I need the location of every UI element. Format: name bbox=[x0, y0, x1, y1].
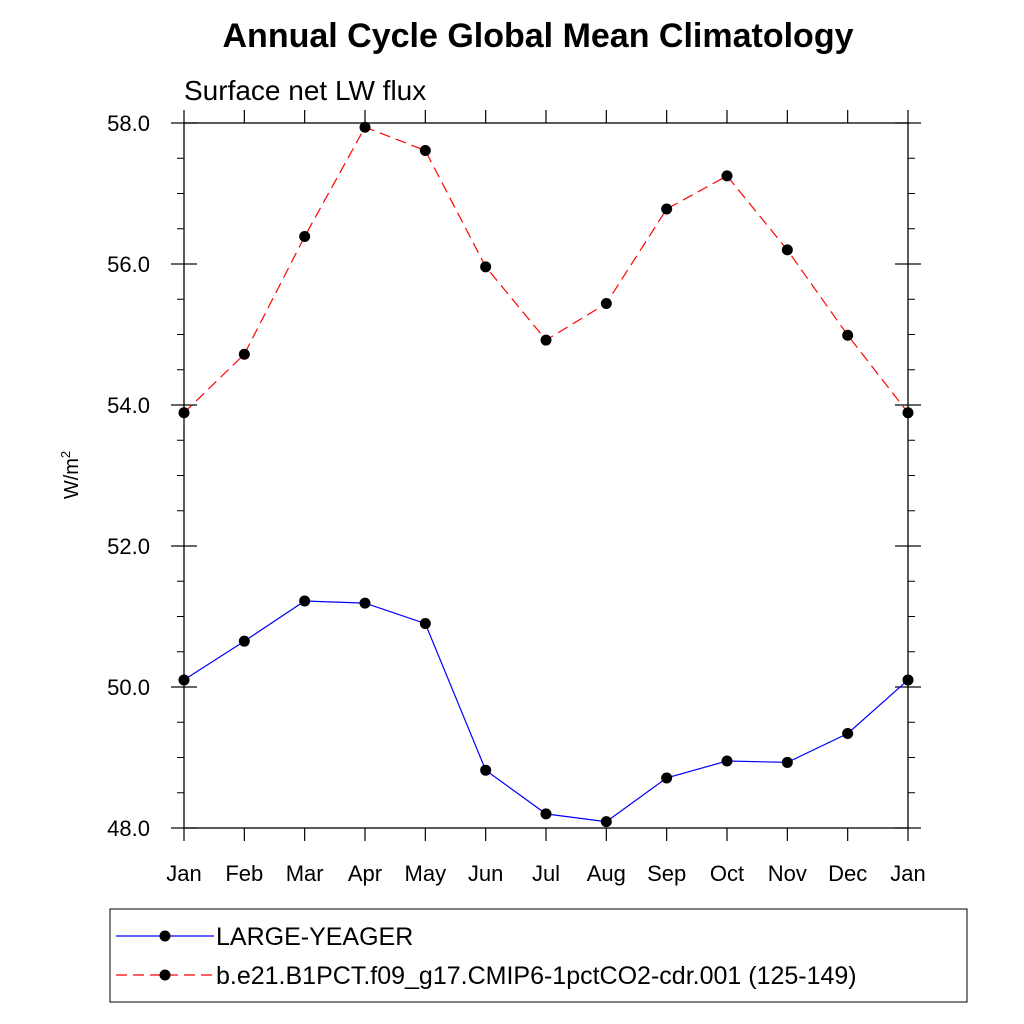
x-tick-label: Oct bbox=[710, 861, 744, 886]
series-1-point bbox=[540, 334, 552, 346]
x-tick-label: Sep bbox=[647, 861, 686, 886]
chart-title: Annual Cycle Global Mean Climatology bbox=[223, 17, 854, 55]
series-0-point bbox=[299, 595, 311, 607]
y-tick-label: 52.0 bbox=[107, 534, 150, 559]
series-line-1 bbox=[183, 126, 909, 414]
series-0-point bbox=[359, 597, 371, 609]
series-1-point bbox=[299, 231, 311, 243]
legend-marker-cmip6 bbox=[159, 969, 171, 981]
x-tick-label: Jan bbox=[166, 861, 201, 886]
series-1-point bbox=[419, 144, 431, 156]
series-0-point bbox=[842, 728, 854, 740]
series-1-point bbox=[721, 170, 733, 182]
series-line-0 bbox=[183, 600, 909, 823]
series-0-point bbox=[419, 618, 431, 630]
x-tick-label: Feb bbox=[225, 861, 263, 886]
axes-group: 48.0 50.0 52.0 54.0 56.0 58.0 Jan Feb Mar Apr May J… bbox=[107, 110, 926, 886]
y-tick-label: 58.0 bbox=[107, 111, 150, 136]
x-tick-label: May bbox=[405, 861, 447, 886]
series-0-point bbox=[661, 772, 673, 784]
x-tick-label: Jun bbox=[468, 861, 503, 886]
y-axis-label-superscript: 2 bbox=[58, 451, 73, 458]
legend-marker-large-yeager bbox=[159, 930, 171, 942]
x-tick-label: Jul bbox=[532, 861, 560, 886]
series-0-point bbox=[480, 764, 492, 776]
x-tick-label: Dec bbox=[828, 861, 867, 886]
legend: LARGE-YEAGER b.e21.B1PCT.f09_g17.CMIP6-1… bbox=[109, 908, 968, 1003]
plot-frame bbox=[183, 122, 909, 829]
series-1-point bbox=[238, 348, 250, 360]
legend-label-cmip6: b.e21.B1PCT.f09_g17.CMIP6-1pctCO2-cdr.00… bbox=[216, 962, 857, 990]
x-tick-label: Aug bbox=[587, 861, 626, 886]
y-tick-label: 56.0 bbox=[107, 252, 150, 277]
legend-box bbox=[109, 908, 968, 1003]
y-tick-label: 48.0 bbox=[107, 816, 150, 841]
series-1-point bbox=[842, 329, 854, 341]
series-0-point bbox=[238, 635, 250, 647]
y-tick-label: 54.0 bbox=[107, 393, 150, 418]
series-0-point bbox=[540, 808, 552, 820]
series-1-point bbox=[480, 261, 492, 273]
y-axis-label: W/m2 bbox=[58, 451, 83, 499]
chart-subtitle: Surface net LW flux bbox=[184, 75, 426, 106]
series-group bbox=[178, 121, 914, 828]
legend-label-large-yeager: LARGE-YEAGER bbox=[216, 923, 413, 951]
series-0-point bbox=[600, 816, 612, 828]
y-axis-label-unit: W/m bbox=[61, 458, 83, 499]
series-0-point bbox=[781, 756, 793, 768]
x-tick-label: Mar bbox=[286, 861, 324, 886]
y-tick-label: 50.0 bbox=[107, 675, 150, 700]
x-tick-label: Nov bbox=[768, 861, 807, 886]
series-1-point bbox=[781, 244, 793, 256]
series-1-point bbox=[600, 297, 612, 309]
series-1-point bbox=[661, 203, 673, 215]
x-tick-label: Apr bbox=[348, 861, 382, 886]
series-1-point bbox=[359, 121, 371, 133]
series-0-point bbox=[721, 755, 733, 767]
x-tick-label: Jan bbox=[890, 861, 925, 886]
